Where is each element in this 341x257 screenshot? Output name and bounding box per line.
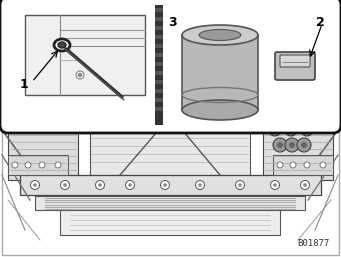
- Circle shape: [289, 142, 295, 148]
- Bar: [90, 125, 250, 175]
- Circle shape: [195, 180, 205, 189]
- Circle shape: [163, 183, 167, 187]
- Circle shape: [273, 183, 277, 187]
- Circle shape: [60, 180, 70, 189]
- Bar: [35, 196, 305, 210]
- Text: 3: 3: [168, 15, 177, 29]
- Ellipse shape: [182, 100, 258, 120]
- Ellipse shape: [182, 25, 258, 45]
- Circle shape: [236, 180, 244, 189]
- Circle shape: [320, 162, 326, 168]
- Circle shape: [98, 183, 102, 187]
- Circle shape: [270, 180, 280, 189]
- Bar: [155, 17, 163, 21]
- Polygon shape: [25, 15, 145, 95]
- Bar: [273, 155, 333, 175]
- Ellipse shape: [199, 30, 241, 41]
- Circle shape: [304, 127, 310, 133]
- Ellipse shape: [58, 42, 66, 48]
- Circle shape: [45, 123, 55, 133]
- Circle shape: [277, 142, 283, 148]
- Bar: [60, 210, 280, 235]
- Text: 1: 1: [20, 78, 29, 91]
- Circle shape: [303, 183, 307, 187]
- Bar: [20, 175, 321, 195]
- Bar: [155, 35, 163, 39]
- FancyBboxPatch shape: [275, 52, 315, 80]
- Circle shape: [301, 142, 307, 148]
- FancyBboxPatch shape: [0, 0, 341, 133]
- Circle shape: [95, 180, 104, 189]
- Bar: [8, 155, 68, 175]
- Bar: [148, 0, 193, 30]
- Bar: [155, 71, 163, 75]
- Bar: [155, 26, 163, 30]
- Circle shape: [125, 180, 134, 189]
- Bar: [182, 35, 258, 110]
- Circle shape: [78, 74, 81, 77]
- Bar: [155, 98, 163, 102]
- Circle shape: [128, 183, 132, 187]
- Circle shape: [277, 162, 283, 168]
- Circle shape: [238, 183, 242, 187]
- Circle shape: [33, 183, 37, 187]
- Circle shape: [269, 124, 281, 136]
- Bar: [155, 107, 163, 111]
- Circle shape: [161, 180, 169, 189]
- Bar: [8, 125, 78, 180]
- Circle shape: [13, 123, 23, 133]
- FancyBboxPatch shape: [280, 55, 310, 67]
- Circle shape: [288, 127, 294, 133]
- Circle shape: [63, 183, 67, 187]
- Circle shape: [285, 124, 297, 136]
- Bar: [155, 53, 163, 57]
- Bar: [155, 5, 163, 125]
- Ellipse shape: [54, 39, 70, 51]
- Circle shape: [12, 162, 18, 168]
- Circle shape: [304, 162, 310, 168]
- Circle shape: [300, 180, 310, 189]
- Circle shape: [30, 180, 40, 189]
- Circle shape: [285, 138, 299, 152]
- Text: 2: 2: [316, 15, 325, 29]
- Bar: [155, 89, 163, 93]
- Circle shape: [290, 162, 296, 168]
- Bar: [263, 125, 333, 180]
- Bar: [155, 80, 163, 84]
- Circle shape: [25, 162, 31, 168]
- Circle shape: [55, 162, 61, 168]
- Bar: [155, 44, 163, 48]
- Circle shape: [29, 123, 39, 133]
- Circle shape: [297, 138, 311, 152]
- Circle shape: [39, 162, 45, 168]
- Circle shape: [198, 183, 202, 187]
- Circle shape: [301, 124, 313, 136]
- Circle shape: [273, 138, 287, 152]
- Bar: [155, 62, 163, 66]
- Text: B01877: B01877: [298, 239, 330, 248]
- Bar: [155, 8, 163, 12]
- Circle shape: [272, 127, 278, 133]
